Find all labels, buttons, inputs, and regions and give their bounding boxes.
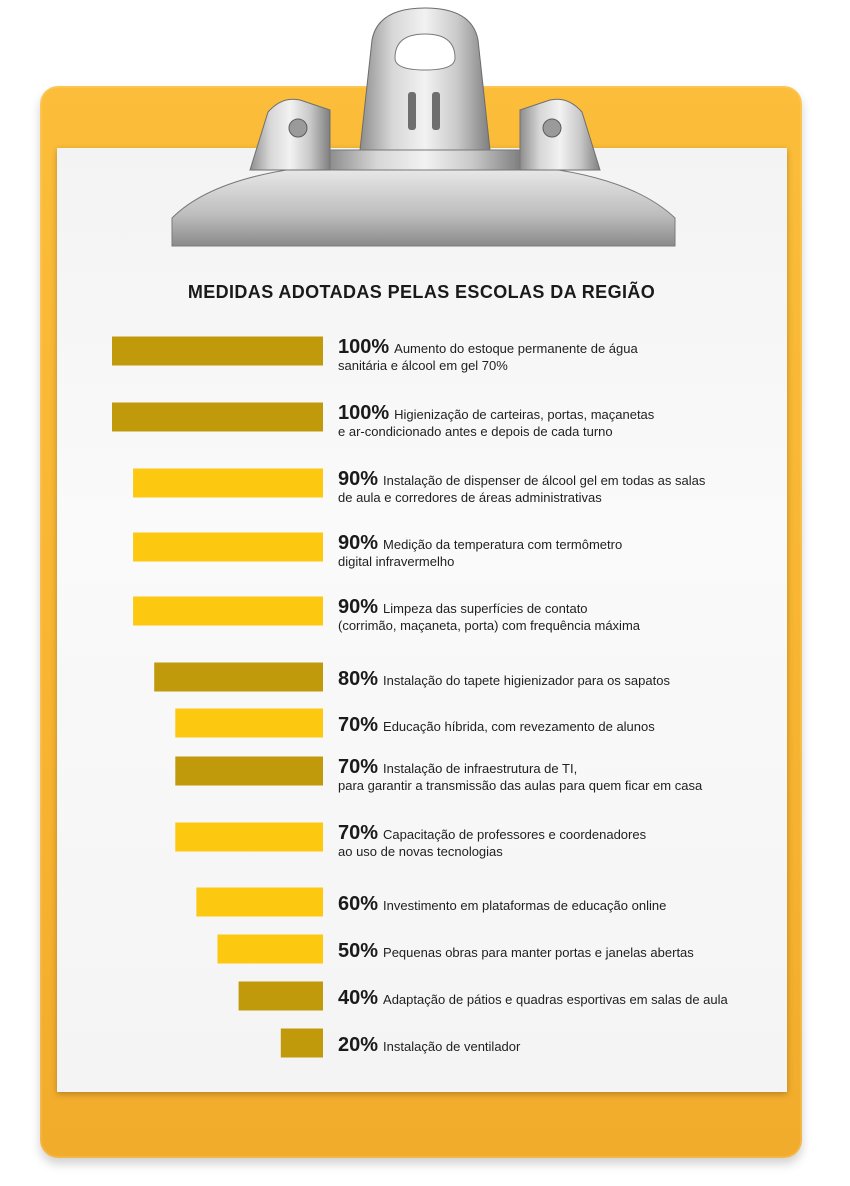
bar-value-label-12: 40%: [338, 987, 378, 1009]
bar-description-12-line-1: Adaptação de pátios e quadras esportivas…: [383, 992, 728, 1007]
bar-description-11-line-1: Pequenas obras para manter portas e jane…: [383, 945, 694, 960]
bar-description-5-line-2: (corrimão, maçaneta, porta) com frequênc…: [338, 618, 641, 633]
bar-description-1-line-1: Aumento do estoque permanente de água: [394, 341, 638, 356]
bar-4: [133, 532, 323, 562]
bar-2: [112, 402, 323, 432]
bar-description-2-line-2: e ar-condicionado antes e depois de cada…: [338, 424, 613, 439]
bar-value-label-9: 70%: [338, 822, 378, 844]
bar-value-label-4: 90%: [338, 532, 378, 554]
bar-description-3-line-2: de aula e corredores de áreas administra…: [338, 490, 602, 505]
bar-description-1-line-2: sanitária e álcool em gel 70%: [338, 358, 508, 373]
bar-description-13-line-1: Instalação de ventilador: [383, 1039, 521, 1054]
bar-value-label-2: 100%: [338, 402, 389, 424]
bar-description-4-line-1: Medição da temperatura com termômetro: [383, 537, 622, 552]
bar-value-label-5: 90%: [338, 596, 378, 618]
bar-description-7-line-1: Educação híbrida, com revezamento de alu…: [383, 719, 655, 734]
bar-description-8-line-1: Instalação de infraestrutura de TI,: [383, 761, 577, 776]
chart-title: MEDIDAS ADOTADAS PELAS ESCOLAS DA REGIÃO: [187, 282, 656, 302]
bar-3: [133, 468, 323, 498]
bar-value-label-6: 80%: [338, 668, 378, 690]
bar-13: [280, 1028, 323, 1058]
bar-11: [217, 934, 323, 964]
bar-9: [175, 822, 323, 852]
clipboard-clip-icon: [171, 7, 676, 247]
bar-description-4-line-2: digital infravermelho: [338, 554, 454, 569]
bar-1: [112, 336, 323, 366]
bar-description-6-line-1: Instalação do tapete higienizador para o…: [383, 673, 670, 688]
bar-10: [196, 887, 323, 917]
bar-value-label-13: 20%: [338, 1034, 378, 1056]
bar-value-label-11: 50%: [338, 940, 378, 962]
bar-description-9-line-2: ao uso de novas tecnologias: [338, 844, 503, 859]
bar-value-label-3: 90%: [338, 468, 378, 490]
bar-value-label-7: 70%: [338, 714, 378, 736]
bar-5: [133, 596, 323, 626]
bar-value-label-1: 100%: [338, 336, 389, 358]
bar-description-3-line-1: Instalação de dispenser de álcool gel em…: [383, 473, 706, 488]
bar-description-10-line-1: Investimento em plataformas de educação …: [383, 898, 666, 913]
bar-description-9-line-1: Capacitação de professores e coordenador…: [383, 827, 647, 842]
bar-description-8-line-2: para garantir a transmissão das aulas pa…: [338, 778, 703, 793]
bar-6: [154, 662, 323, 692]
bar-description-2-line-1: Higienização de carteiras, portas, maçan…: [394, 407, 655, 422]
bar-value-label-10: 60%: [338, 893, 378, 915]
bar-description-5-line-1: Limpeza das superfícies de contato: [383, 601, 588, 616]
bar-value-label-8: 70%: [338, 756, 378, 778]
bar-8: [175, 756, 323, 786]
bar-7: [175, 708, 323, 738]
bar-12: [238, 981, 323, 1011]
